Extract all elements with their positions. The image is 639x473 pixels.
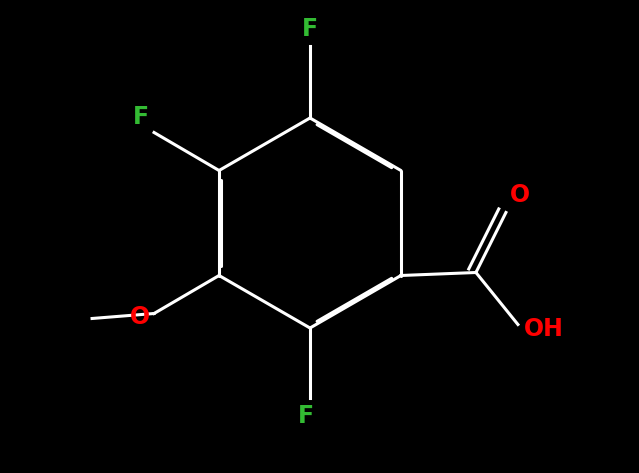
Text: O: O bbox=[510, 183, 530, 207]
Text: O: O bbox=[130, 306, 150, 330]
Text: F: F bbox=[133, 105, 149, 129]
Text: F: F bbox=[298, 404, 314, 428]
Text: F: F bbox=[302, 17, 318, 41]
Text: OH: OH bbox=[524, 316, 564, 341]
